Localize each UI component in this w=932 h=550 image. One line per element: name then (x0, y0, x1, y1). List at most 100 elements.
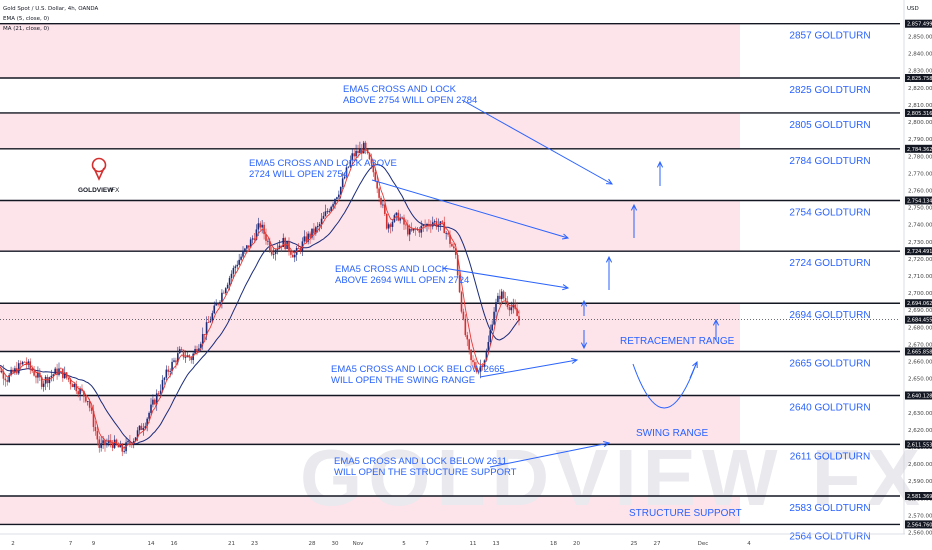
candle-body (152, 399, 154, 405)
arrow-head (630, 203, 638, 211)
candle-body (115, 439, 118, 445)
candle-body (499, 295, 501, 300)
candle-body (201, 334, 204, 344)
candle-body (464, 319, 467, 336)
candle-body (205, 322, 208, 335)
level-price-tag (905, 19, 932, 28)
level-price-tag-text: 2,805.316 (907, 111, 932, 117)
candle-body (136, 430, 139, 438)
candle-body (290, 251, 292, 255)
candle-body (387, 224, 390, 229)
candle-body (171, 361, 173, 372)
candle-body (167, 369, 170, 372)
candle-body (391, 221, 394, 227)
candle-body (119, 444, 122, 448)
annotation-text: EMA5 CROSS AND LOCK (343, 84, 457, 95)
candle-body (58, 368, 60, 375)
annotation-text: WILL OPEN THE STRUCTURE SUPPORT (334, 467, 517, 478)
candle-body (63, 372, 66, 379)
candle-body (224, 288, 227, 294)
candle-body (190, 357, 193, 361)
candle-body (23, 361, 26, 363)
time-axis: 2 7 9 14 16 21 23 28 30 Nov 5 7 11 13 18 20 25 27 Dec 4 (0, 533, 905, 547)
candle-body (418, 229, 421, 233)
candle-body (196, 349, 198, 353)
candle-body (336, 197, 338, 199)
candle-body (341, 178, 344, 187)
candle-body (180, 349, 183, 351)
candle-body (79, 388, 81, 395)
y-tick-label: 2,760.000 (908, 188, 932, 194)
candle-body (144, 426, 147, 429)
candle-body (159, 390, 162, 394)
y-tick-label: 2,570.000 (908, 513, 932, 519)
level-price-tag (905, 196, 932, 205)
candle-body (261, 224, 263, 228)
candle-body (433, 221, 436, 223)
candle-body (238, 259, 240, 265)
annotation-arrow (479, 359, 578, 378)
zone-range-label: RETRACEMENT RANGE (620, 336, 735, 347)
candle-body (500, 291, 503, 300)
candle-body (6, 380, 9, 382)
candle-body (487, 341, 490, 353)
candle-body (10, 369, 12, 375)
x-tick-label: 28 (309, 541, 316, 547)
x-tick-label: 14 (148, 541, 155, 547)
candle-body (269, 240, 271, 251)
candle-body (4, 378, 7, 381)
y-tick-label: 2,660.000 (908, 360, 932, 366)
current-price-tag (905, 315, 932, 324)
candle-body (42, 383, 45, 387)
x-tick-label: 9 (92, 541, 96, 547)
candle-body (198, 348, 200, 353)
zone-layer (0, 23, 740, 525)
candle-body (456, 255, 459, 276)
level-label: 2754 GOLDTURN (789, 208, 870, 219)
candle-body (203, 334, 206, 335)
x-tick-label: 30 (332, 541, 339, 547)
arrow-head (561, 233, 570, 240)
candle-body (98, 439, 101, 448)
y-tick-label: 2,800.000 (908, 120, 932, 126)
candle-body (249, 239, 252, 248)
candle-body (384, 204, 386, 214)
candle-body (428, 223, 430, 226)
candle-body (94, 426, 97, 432)
level-label: 2825 GOLDTURN (789, 85, 870, 96)
candle-body (516, 308, 518, 317)
candle-body (217, 304, 219, 305)
candle-body (324, 211, 327, 216)
arrow-head (656, 160, 664, 168)
y-tick-label: 2,730.000 (908, 240, 932, 246)
candle-body (412, 228, 415, 231)
x-tick-label: 2 (11, 541, 15, 547)
candle-body (301, 241, 304, 251)
x-tick-label: 23 (251, 541, 258, 547)
candle-body (226, 284, 229, 289)
level-price-tag (905, 73, 932, 82)
candle-body (339, 186, 342, 195)
candle-body (370, 159, 373, 164)
candle-body (31, 368, 33, 372)
candle-body (397, 212, 400, 221)
candle-body (311, 228, 313, 238)
candle-body (437, 224, 440, 227)
candle-body (280, 245, 283, 247)
symbol-title: Gold Spot / U.S. Dollar, 4h, OANDA (3, 6, 99, 12)
candle-body (330, 206, 332, 212)
candle-body (163, 377, 166, 380)
y-tick-label: 2,840.000 (908, 52, 932, 58)
y-tick-label: 2,850.000 (908, 35, 932, 41)
level-price-tag (905, 391, 932, 400)
candle-body (106, 443, 108, 446)
candle-body (343, 176, 346, 179)
candle-body (408, 228, 411, 235)
candle-body (211, 313, 214, 321)
logo-ring-icon (91, 157, 107, 173)
swing-curve (632, 363, 697, 409)
level-price-tag (905, 299, 932, 308)
x-tick-label: 16 (171, 541, 178, 547)
level-label: 2784 GOLDTURN (789, 156, 870, 167)
candle-body (504, 298, 507, 302)
